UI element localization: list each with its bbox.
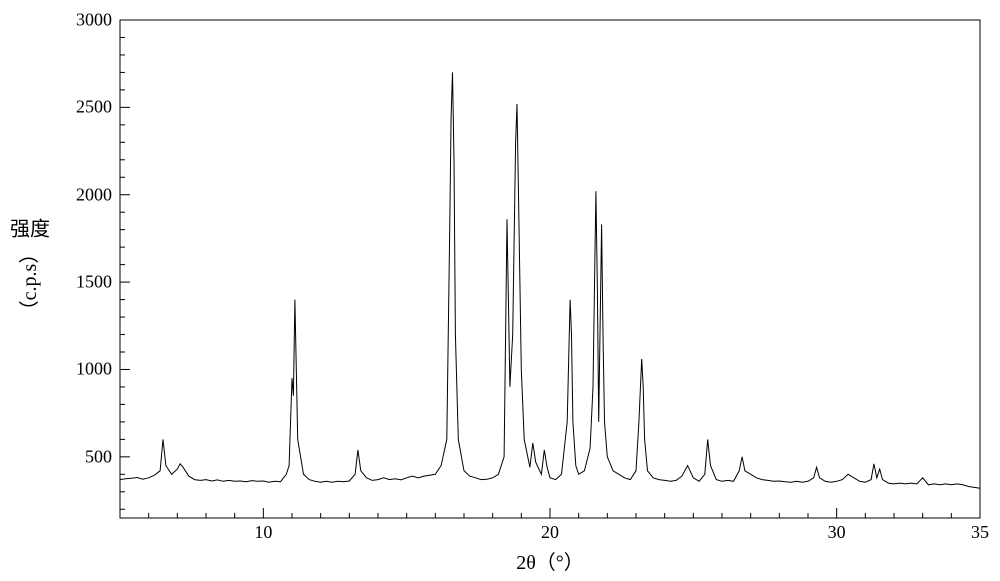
plot-area bbox=[0, 0, 1000, 581]
x-axis-label: 2θ（°） bbox=[516, 546, 584, 575]
xrd-chart: 强度 （c.p.s） 50010001500200025003000 10203… bbox=[0, 0, 1000, 581]
